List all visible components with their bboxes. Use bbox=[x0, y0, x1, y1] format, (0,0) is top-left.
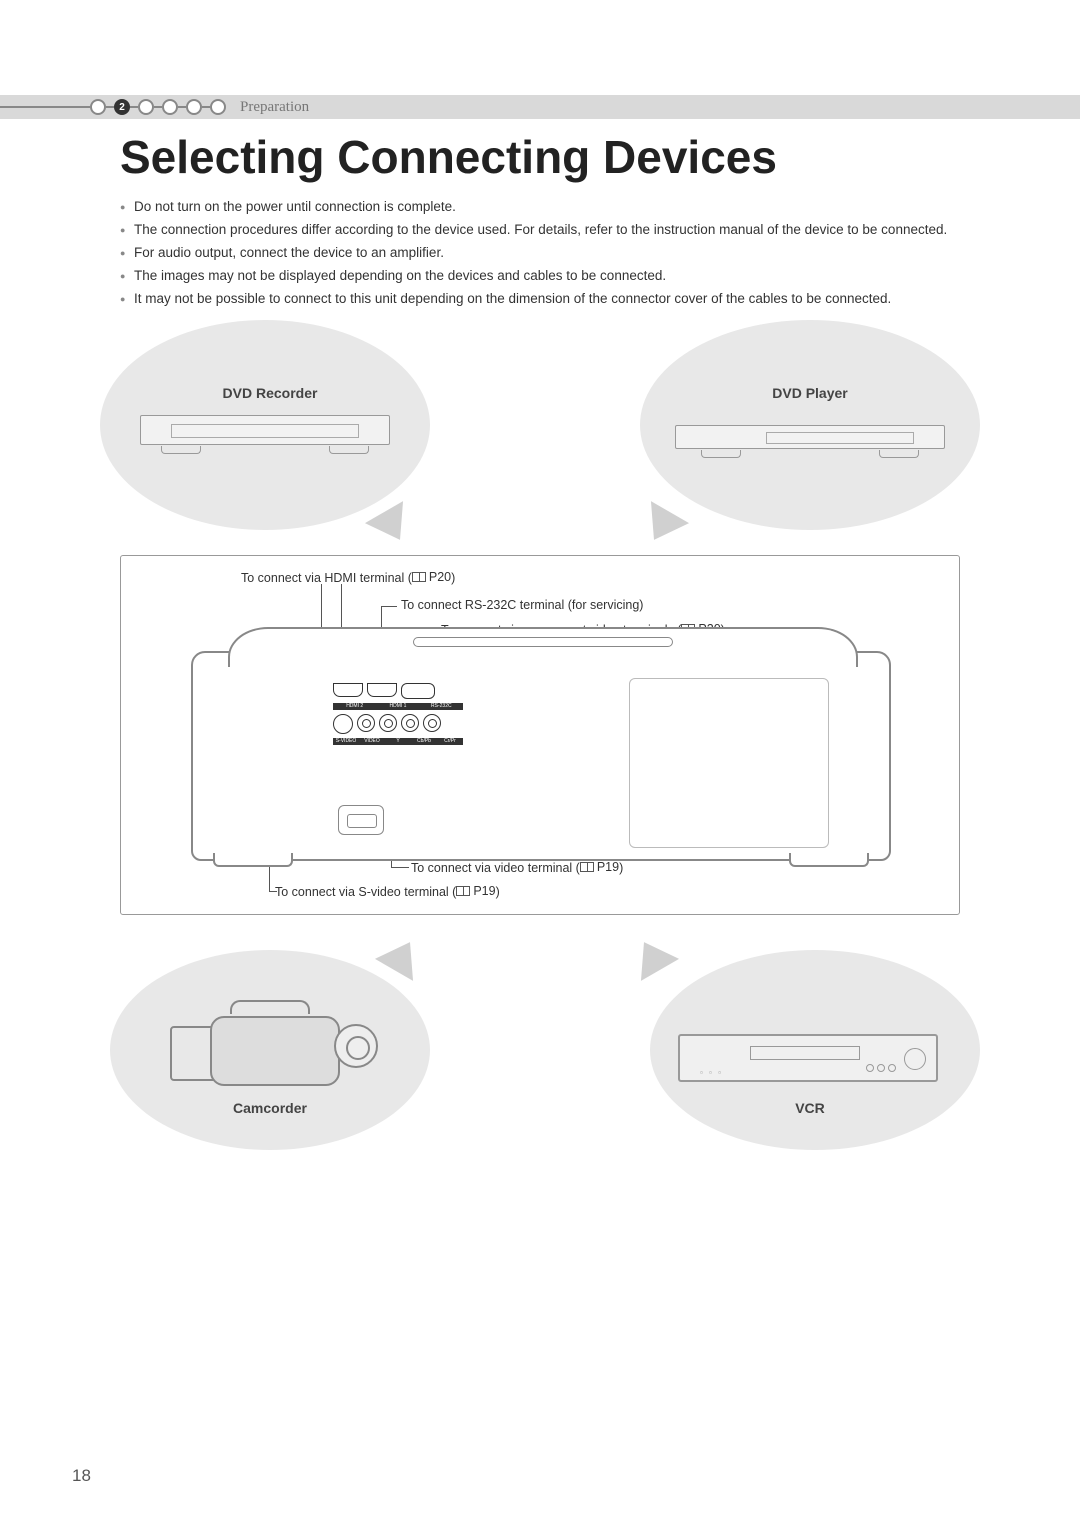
leader-line bbox=[391, 867, 409, 868]
bullet-item: It may not be possible to connect to thi… bbox=[120, 290, 960, 309]
step-circle bbox=[90, 99, 106, 115]
vcr-graphic: ▫ ▫ ▫ bbox=[678, 1034, 938, 1082]
component-port bbox=[423, 714, 441, 732]
leader-line bbox=[269, 891, 277, 892]
bullet-item: For audio output, connect the device to … bbox=[120, 244, 960, 263]
device-label-dvd-player: DVD Player bbox=[710, 385, 910, 401]
svideo-port bbox=[333, 714, 353, 734]
book-icon bbox=[456, 886, 470, 896]
component-port bbox=[379, 714, 397, 732]
step-circle bbox=[138, 99, 154, 115]
bullet-item: The connection procedures differ accordi… bbox=[120, 221, 960, 240]
step-circle bbox=[162, 99, 178, 115]
video-port bbox=[357, 714, 375, 732]
page-title: Selecting Connecting Devices bbox=[120, 130, 777, 184]
camcorder-graphic bbox=[170, 1006, 370, 1096]
power-port bbox=[338, 805, 384, 835]
device-label-dvd-recorder: DVD Recorder bbox=[170, 385, 370, 401]
arrow-icon bbox=[375, 931, 429, 981]
annot-svideo: To connect via S-video terminal (P19) bbox=[275, 884, 500, 899]
device-label-vcr: VCR bbox=[710, 1100, 910, 1116]
hdmi-port bbox=[333, 683, 363, 697]
arrow-icon bbox=[635, 501, 689, 551]
step-circle bbox=[186, 99, 202, 115]
leader-line bbox=[381, 606, 397, 607]
page-number: 18 bbox=[72, 1466, 91, 1486]
step-indicator: 2 bbox=[90, 99, 226, 115]
connection-diagram: DVD Recorder DVD Player To connect via H… bbox=[120, 330, 960, 1160]
book-icon bbox=[580, 862, 594, 872]
header-rule bbox=[0, 106, 90, 108]
arrow-icon bbox=[625, 931, 679, 981]
step-circle bbox=[210, 99, 226, 115]
warning-bullets: Do not turn on the power until connectio… bbox=[120, 198, 960, 312]
rs232-port bbox=[401, 683, 435, 699]
step-circle-active: 2 bbox=[114, 99, 130, 115]
annot-rs232: To connect RS-232C terminal (for servici… bbox=[401, 598, 643, 612]
bullet-item: Do not turn on the power until connectio… bbox=[120, 198, 960, 217]
annot-video: To connect via video terminal (P19) bbox=[411, 860, 623, 875]
device-label-camcorder: Camcorder bbox=[170, 1100, 370, 1116]
arrow-icon bbox=[365, 501, 419, 551]
port-panel: HDMI 2HDMI 1RS-232C S-VIDEOVIDEOYCb/PbCr… bbox=[333, 683, 463, 753]
book-icon bbox=[412, 572, 426, 582]
section-name: Preparation bbox=[240, 99, 309, 116]
hdmi-port bbox=[367, 683, 397, 697]
dvd-player-graphic bbox=[675, 425, 945, 449]
projector-body: HDMI 2HDMI 1RS-232C S-VIDEOVIDEOYCb/PbCr… bbox=[191, 651, 891, 861]
annot-hdmi: To connect via HDMI terminal (P20) bbox=[241, 570, 455, 585]
projector-panel: To connect via HDMI terminal (P20) To co… bbox=[120, 555, 960, 915]
bullet-item: The images may not be displayed dependin… bbox=[120, 267, 960, 286]
dvd-recorder-graphic bbox=[140, 415, 390, 445]
chapter-header: 2 Preparation bbox=[0, 95, 1080, 119]
component-port bbox=[401, 714, 419, 732]
